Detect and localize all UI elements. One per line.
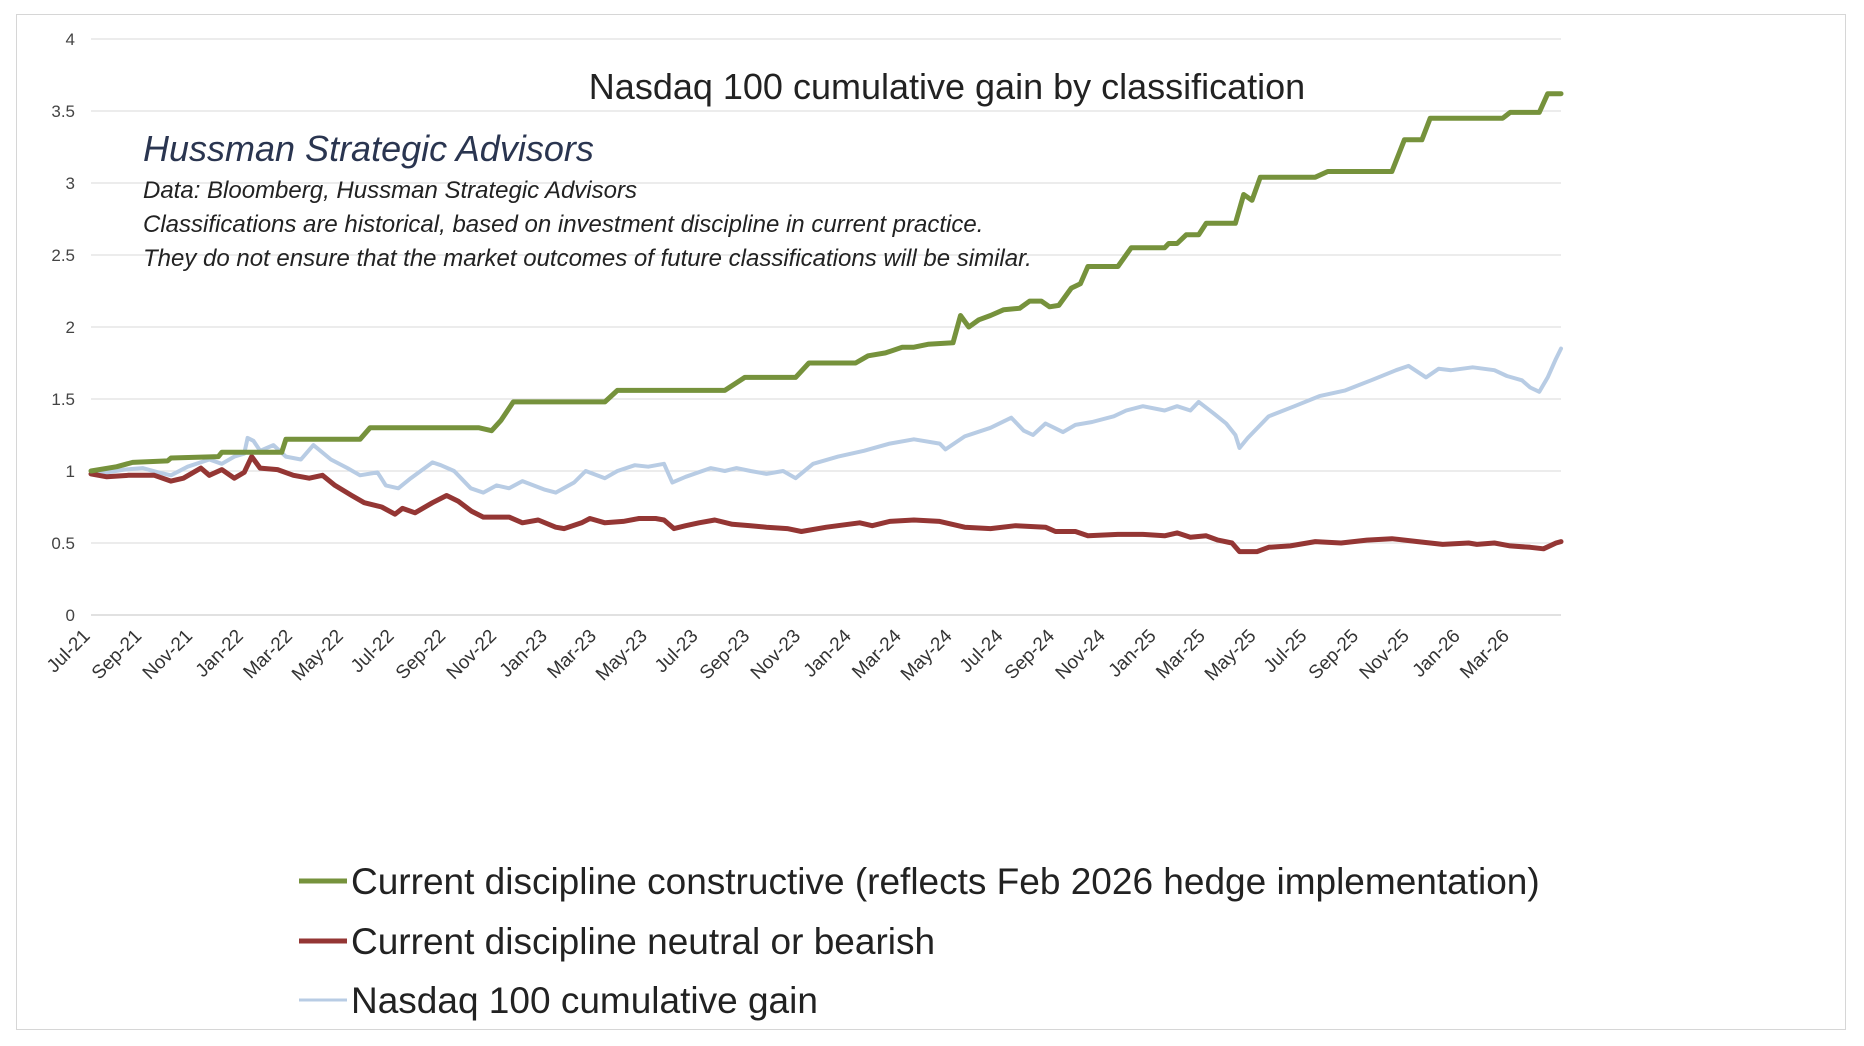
x-tick-label: Jan-23	[496, 626, 552, 682]
legend-label: Current discipline constructive (reflect…	[351, 861, 1540, 902]
x-tick-label: Mar-26	[1456, 626, 1513, 683]
x-tick-label: Mar-23	[544, 626, 601, 683]
y-tick-label: 2.5	[51, 246, 75, 265]
x-tick-label: Mar-22	[240, 626, 297, 683]
x-tick-label: Mar-24	[848, 625, 906, 683]
x-tick-label: May-25	[1201, 626, 1261, 686]
legend-label: Current discipline neutral or bearish	[351, 921, 935, 962]
series-line-2	[89, 346, 1563, 495]
x-tick-label: Nov-22	[443, 626, 501, 684]
annotation-notes: Hussman Strategic Advisors Data: Bloombe…	[143, 128, 1032, 272]
x-tick-label: May-22	[288, 626, 348, 686]
x-tick-label: Jan-24	[800, 625, 856, 681]
x-tick-label: May-24	[897, 625, 957, 685]
legend: Current discipline constructive (reflect…	[299, 861, 1540, 1021]
legend-label: Nasdaq 100 cumulative gain	[351, 980, 818, 1021]
x-tick-label: Sep-22	[392, 626, 450, 684]
x-tick-label: Jul-21	[43, 626, 94, 677]
x-tick-label: Sep-25	[1305, 626, 1363, 684]
chart-frame: 0 0.5 1 1.5 2 2.5 3 3.5 4 Jul-21 Sep-21 Nov-21 Jan-…	[16, 14, 1846, 1030]
x-tick-label: Nov-21	[139, 626, 197, 684]
annotation-brand: Hussman Strategic Advisors	[143, 128, 594, 169]
x-tick-label: Sep-21	[88, 626, 146, 684]
x-tick-label: Jul-22	[347, 626, 398, 677]
x-tick-label: Nov-24	[1052, 625, 1110, 683]
y-tick-label: 0.5	[51, 534, 75, 553]
x-tick-label: Mar-25	[1152, 626, 1209, 683]
series-lines	[88, 91, 1564, 555]
x-tick-label: Jan-22	[192, 626, 248, 682]
y-tick-label: 1	[66, 462, 75, 481]
series-line-1	[88, 454, 1564, 555]
x-tick-label: Sep-23	[696, 626, 754, 684]
annotation-line: They do not ensure that the market outco…	[143, 245, 1032, 272]
series-line-0	[88, 91, 1564, 474]
chart-title: Nasdaq 100 cumulative gain by classifica…	[589, 66, 1305, 107]
line-chart: 00.511.522.533.54 Jul-21Sep-21Nov-21Jan-…	[43, 30, 1564, 1021]
x-tick-label: Sep-24	[1001, 625, 1059, 683]
x-tick-label: May-23	[592, 626, 652, 686]
y-axis-ticks: 0 0.5 1 1.5 2 2.5 3 3.5 4	[51, 30, 75, 625]
x-tick-label: Jan-25	[1105, 626, 1161, 682]
x-tick-label: Nov-25	[1356, 626, 1414, 684]
annotation-line: Data: Bloomberg, Hussman Strategic Advis…	[143, 177, 637, 204]
y-tick-label: 0	[66, 606, 75, 625]
gridlines	[91, 38, 1561, 616]
y-tick-label: 2	[66, 318, 75, 337]
x-tick-label: Jul-25	[1260, 626, 1311, 677]
y-tick-label: 1.5	[51, 390, 75, 409]
y-tick-label: 3.5	[51, 102, 75, 121]
y-tick-label: 4	[66, 30, 75, 49]
x-tick-label: Jan-26	[1409, 626, 1465, 682]
x-tick-label: Jul-23	[651, 626, 702, 677]
x-tick-label: Nov-23	[747, 626, 805, 684]
y-tick-label: 3	[66, 174, 75, 193]
annotation-line: Classifications are historical, based on…	[143, 211, 983, 238]
